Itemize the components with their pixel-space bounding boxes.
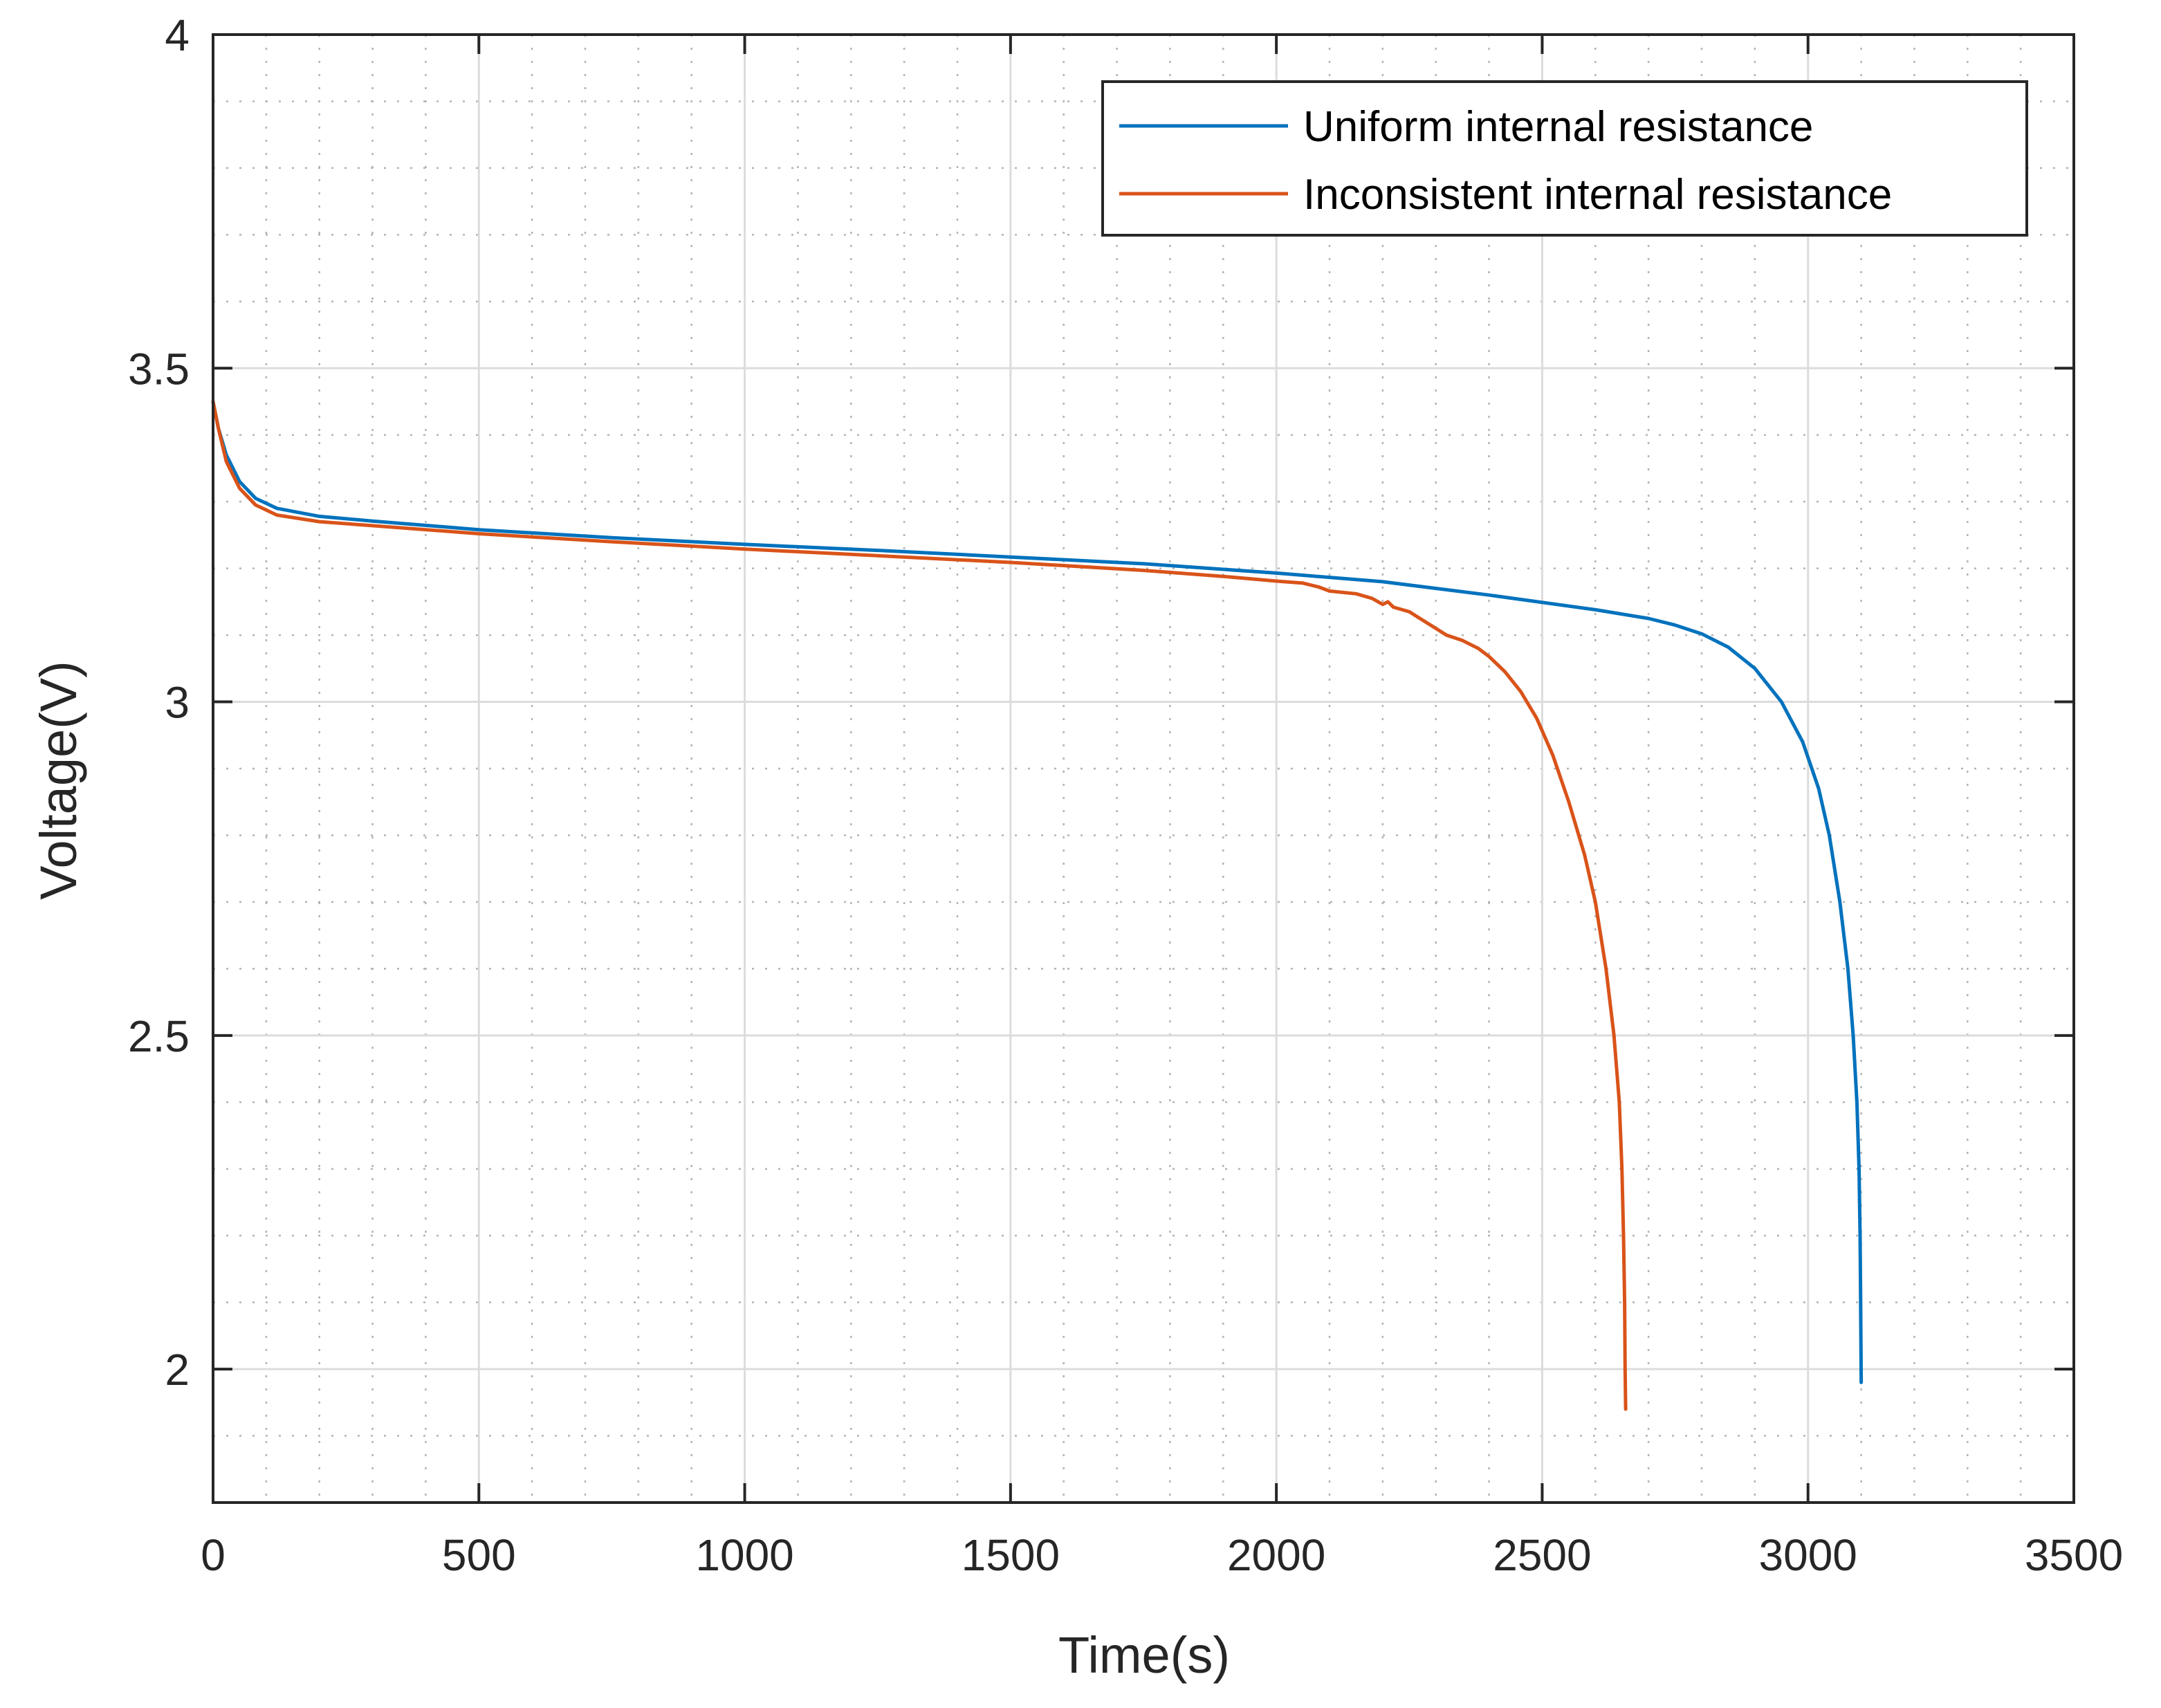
legend-box [1101, 80, 2028, 237]
x-tick-label: 0 [201, 1530, 226, 1580]
x-tick-label: 2000 [1227, 1530, 1325, 1580]
x-tick-label: 500 [442, 1530, 516, 1580]
y-tick-label: 2.5 [128, 1011, 190, 1061]
x-tick-label: 1500 [962, 1530, 1060, 1580]
series-line-uniform [211, 400, 1864, 1384]
y-axis-title: Voltage(V) [30, 661, 87, 900]
tick-labels: 0 500 1000 1500 2000 2500 3000 3500 2 2.5 3 3.5 4 [128, 10, 2123, 1580]
minor-grid [213, 35, 2074, 1504]
series-layer [211, 400, 1864, 1411]
series-line-inconsistent [211, 400, 1628, 1411]
tick-marks [212, 33, 2075, 1503]
legend-label-uniform: Uniform internal resistance [1303, 103, 1813, 151]
x-tick-label: 1000 [695, 1530, 793, 1580]
plot-area-frame [212, 33, 2075, 1504]
x-tick-label: 3000 [1759, 1530, 1857, 1580]
y-tick-label: 3 [165, 678, 190, 728]
x-tick-label: 3500 [2025, 1530, 2123, 1580]
x-axis-title: Time(s) [1058, 1626, 1230, 1684]
x-tick-label: 2500 [1493, 1530, 1591, 1580]
y-tick-label: 3.5 [128, 344, 190, 394]
y-tick-label: 2 [165, 1345, 190, 1395]
legend: Uniform internal resistance Inconsistent… [1101, 80, 2028, 237]
legend-label-inconsistent: Inconsistent internal resistance [1303, 171, 1892, 219]
y-tick-label: 4 [165, 10, 190, 60]
